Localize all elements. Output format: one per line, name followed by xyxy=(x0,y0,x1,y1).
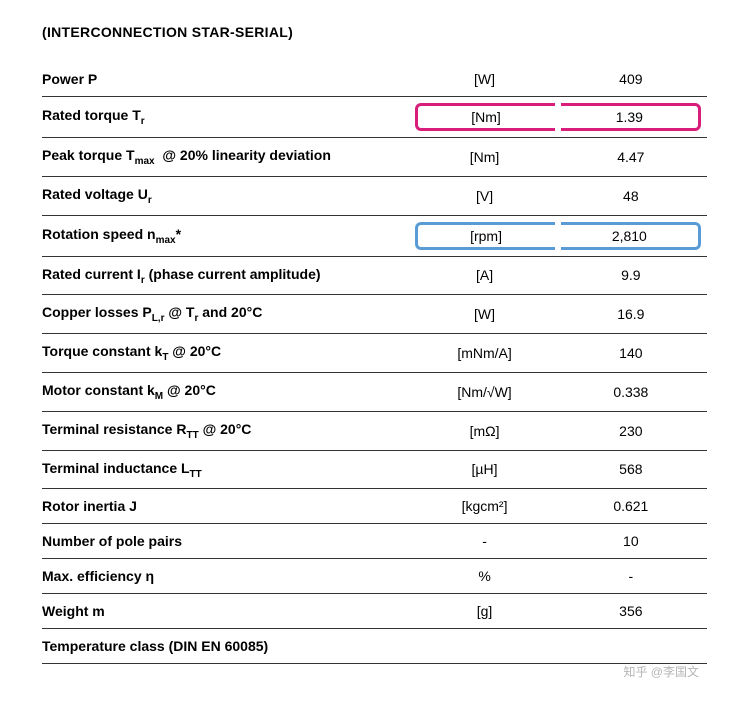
section-title: (INTERCONNECTION STAR-SERIAL) xyxy=(42,24,707,40)
spec-table: Power P[W]409Rated torque Tr[Nm]1.39Peak… xyxy=(42,62,707,664)
spec-label: Rated current Ir (phase current amplitud… xyxy=(42,256,414,295)
spec-value: 16.9 xyxy=(561,295,707,334)
spec-label: Max. efficiency η xyxy=(42,559,414,594)
spec-value: 356 xyxy=(561,594,707,629)
spec-value: - xyxy=(561,559,707,594)
spec-value: 2,810 xyxy=(561,215,707,256)
spec-unit: [mΩ] xyxy=(414,411,560,450)
spec-unit: [Nm] xyxy=(414,97,560,138)
spec-label: Number of pole pairs xyxy=(42,524,414,559)
spec-label: Terminal inductance LTT xyxy=(42,450,414,489)
spec-row: Max. efficiency η%- xyxy=(42,559,707,594)
spec-row: Motor constant kM @ 20°C[Nm/√W]0.338 xyxy=(42,372,707,411)
spec-unit: [W] xyxy=(414,62,560,97)
spec-row: Rated torque Tr[Nm]1.39 xyxy=(42,97,707,138)
spec-value: 9.9 xyxy=(561,256,707,295)
spec-unit: [A] xyxy=(414,256,560,295)
spec-value: 48 xyxy=(561,176,707,215)
spec-row: Peak torque Tmax @ 20% linearity deviati… xyxy=(42,138,707,177)
spec-label: Peak torque Tmax @ 20% linearity deviati… xyxy=(42,138,414,177)
spec-value: 140 xyxy=(561,334,707,373)
spec-value: 0.338 xyxy=(561,372,707,411)
spec-row: Rotation speed nmax*[rpm]2,810 xyxy=(42,215,707,256)
spec-label: Rotor inertia J xyxy=(42,489,414,524)
watermark: 知乎 @李国文 xyxy=(623,663,699,680)
spec-unit: [rpm] xyxy=(414,215,560,256)
spec-row: Torque constant kT @ 20°C[mNm/A]140 xyxy=(42,334,707,373)
spec-label: Rated voltage Ur xyxy=(42,176,414,215)
spec-unit: [kgcm²] xyxy=(414,489,560,524)
spec-value xyxy=(561,629,707,664)
spec-unit: [V] xyxy=(414,176,560,215)
spec-unit: [mNm/A] xyxy=(414,334,560,373)
spec-row: Copper losses PL,r @ Tr and 20°C[W]16.9 xyxy=(42,295,707,334)
spec-row: Number of pole pairs-10 xyxy=(42,524,707,559)
spec-value: 10 xyxy=(561,524,707,559)
spec-label: Torque constant kT @ 20°C xyxy=(42,334,414,373)
spec-label: Power P xyxy=(42,62,414,97)
spec-row: Power P[W]409 xyxy=(42,62,707,97)
spec-unit: [µH] xyxy=(414,450,560,489)
spec-row: Temperature class (DIN EN 60085) xyxy=(42,629,707,664)
spec-row: Rotor inertia J[kgcm²]0.621 xyxy=(42,489,707,524)
spec-label: Weight m xyxy=(42,594,414,629)
spec-unit: - xyxy=(414,524,560,559)
spec-value: 409 xyxy=(561,62,707,97)
spec-value: 1.39 xyxy=(561,97,707,138)
spec-label: Motor constant kM @ 20°C xyxy=(42,372,414,411)
spec-label: Copper losses PL,r @ Tr and 20°C xyxy=(42,295,414,334)
spec-row: Terminal resistance RTT @ 20°C[mΩ]230 xyxy=(42,411,707,450)
spec-unit: [Nm] xyxy=(414,138,560,177)
spec-row: Terminal inductance LTT[µH]568 xyxy=(42,450,707,489)
spec-row: Weight m[g]356 xyxy=(42,594,707,629)
spec-unit: [g] xyxy=(414,594,560,629)
spec-label: Terminal resistance RTT @ 20°C xyxy=(42,411,414,450)
spec-value: 4.47 xyxy=(561,138,707,177)
spec-unit: [W] xyxy=(414,295,560,334)
spec-label: Rotation speed nmax* xyxy=(42,215,414,256)
spec-label: Temperature class (DIN EN 60085) xyxy=(42,629,414,664)
spec-unit xyxy=(414,629,560,664)
spec-row: Rated voltage Ur[V]48 xyxy=(42,176,707,215)
spec-value: 0.621 xyxy=(561,489,707,524)
spec-unit: % xyxy=(414,559,560,594)
spec-value: 230 xyxy=(561,411,707,450)
spec-label: Rated torque Tr xyxy=(42,97,414,138)
spec-unit: [Nm/√W] xyxy=(414,372,560,411)
spec-value: 568 xyxy=(561,450,707,489)
spec-row: Rated current Ir (phase current amplitud… xyxy=(42,256,707,295)
